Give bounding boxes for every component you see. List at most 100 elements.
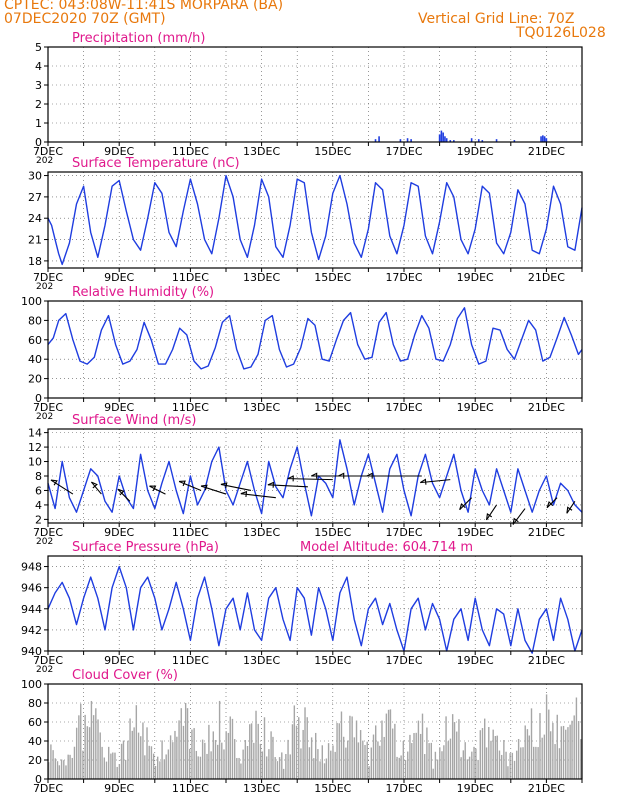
cloud-bar bbox=[330, 750, 332, 779]
cloud-bar bbox=[120, 743, 123, 779]
cloud-bar bbox=[548, 709, 550, 779]
cloud-bar bbox=[317, 749, 319, 779]
cloud-bar bbox=[189, 748, 191, 779]
cloud-bar bbox=[379, 745, 381, 779]
rh-ytick-label: 40 bbox=[28, 353, 42, 366]
cloud-bar bbox=[306, 717, 308, 779]
cloud-bar bbox=[366, 741, 368, 779]
wind-vector-head bbox=[338, 472, 345, 479]
cloud-bar bbox=[421, 713, 424, 779]
wind-ytick-label: 2 bbox=[35, 513, 42, 526]
temp-xtick-label: 21DEC bbox=[528, 271, 565, 284]
cloud-bar bbox=[462, 750, 465, 779]
cloud-bar bbox=[558, 748, 561, 779]
cloud-bar bbox=[517, 738, 520, 779]
cloud-bar bbox=[332, 745, 334, 779]
rh-xtick-label: 21DEC bbox=[528, 401, 565, 414]
temp-panel: Surface Temperature (nC) 18 21 24 27 30 7DEC 9D… bbox=[28, 156, 583, 292]
rh-title: Relative Humidity (%) bbox=[72, 285, 214, 300]
cloud-bar bbox=[484, 718, 486, 779]
cloud-bar bbox=[52, 750, 54, 779]
wind-vector bbox=[512, 508, 526, 525]
cloud-bar bbox=[84, 714, 86, 779]
cloud-bar bbox=[432, 768, 434, 779]
cloud-bar bbox=[387, 709, 390, 779]
cloud-bar bbox=[319, 761, 321, 779]
cloud-bar bbox=[500, 754, 503, 779]
wind-ytick-label: 10 bbox=[28, 456, 42, 469]
cloud-bar bbox=[300, 748, 302, 779]
cloud-bar bbox=[524, 725, 526, 779]
cloud-bar bbox=[246, 745, 249, 779]
cloud-bar bbox=[191, 729, 193, 779]
wind-vector-head bbox=[419, 478, 427, 485]
wind-vector-head bbox=[200, 484, 208, 491]
cloud-bar bbox=[101, 746, 103, 779]
cloud-bar bbox=[150, 746, 153, 779]
press-xtick-label: 21DEC bbox=[528, 654, 565, 667]
cloud-bar bbox=[167, 749, 170, 779]
cloud-bar bbox=[409, 734, 411, 779]
cloud-bar bbox=[475, 748, 477, 779]
wind-vector bbox=[90, 481, 102, 495]
cloud-bar bbox=[496, 735, 498, 779]
cloud-bar bbox=[169, 735, 172, 779]
cloud-bar bbox=[54, 758, 56, 779]
cloud-ytick-label: 40 bbox=[28, 735, 42, 748]
cloud-bar bbox=[492, 729, 494, 779]
cloud-bar bbox=[407, 751, 409, 779]
cloud-bar bbox=[456, 731, 458, 779]
cloud-bar bbox=[154, 766, 157, 779]
cloud-bar bbox=[255, 710, 257, 779]
cloud-bar bbox=[485, 747, 488, 779]
cloud-bar bbox=[92, 715, 95, 779]
cloud-bar bbox=[321, 745, 323, 779]
wind-vector bbox=[486, 504, 498, 521]
cloud-bar bbox=[533, 746, 535, 779]
cloud-bar bbox=[122, 740, 125, 779]
precip-bar bbox=[444, 136, 446, 142]
cloud-bar bbox=[353, 737, 356, 779]
temp-xtick-label: 17DEC bbox=[385, 271, 422, 284]
cloud-bar bbox=[494, 735, 497, 779]
cloud-bar bbox=[535, 746, 537, 779]
cloud-bar bbox=[159, 761, 161, 779]
wind-xtick-label: 21DEC bbox=[528, 526, 565, 539]
precip-panel: Precipitation (mm/h) 0 1 2 3 4 5 7DEC 9DEC 11DEC 1… bbox=[33, 31, 583, 166]
cloud-bar bbox=[176, 736, 178, 779]
cloud-bar bbox=[80, 703, 82, 779]
precip-bar bbox=[374, 139, 377, 142]
cloud-bar bbox=[336, 722, 338, 779]
wind-xtick-label: 7DEC bbox=[33, 526, 63, 539]
temp-ytick-label: 24 bbox=[28, 212, 42, 225]
precip-bar bbox=[440, 130, 443, 142]
cloud-bar bbox=[206, 753, 208, 779]
cloud-bar bbox=[464, 742, 466, 779]
cloud-bar bbox=[490, 740, 492, 779]
wind-vector-head bbox=[546, 501, 554, 508]
cloud-bar bbox=[276, 761, 279, 779]
rh-xtick-label: 13DEC bbox=[243, 401, 280, 414]
cloud-bar bbox=[458, 719, 460, 779]
rh-ytick-label: 20 bbox=[28, 373, 42, 386]
precip-xtick-label: 11DEC bbox=[172, 145, 209, 158]
wind-vector-head bbox=[287, 475, 294, 482]
cloud-bar bbox=[573, 715, 575, 779]
cloud-bar bbox=[402, 740, 405, 779]
cloud-bar bbox=[99, 732, 101, 779]
cloud-bar bbox=[135, 705, 138, 779]
run-datetime: 07DEC2020 70Z (GMT) bbox=[4, 11, 166, 27]
temp-title: Surface Temperature (nC) bbox=[72, 156, 240, 171]
cloud-bar bbox=[381, 720, 383, 779]
cloud-bar bbox=[315, 732, 317, 779]
cloud-bar bbox=[396, 756, 398, 779]
cloud-bar bbox=[295, 725, 298, 779]
cloud-bar bbox=[148, 745, 150, 779]
cloud-ytick-label: 0 bbox=[35, 773, 42, 786]
rh-xtick-label: 15DEC bbox=[314, 401, 351, 414]
cloud-bar bbox=[250, 723, 253, 779]
cloud-bar bbox=[466, 759, 469, 779]
cloud-bar bbox=[530, 708, 533, 779]
cloud-bar bbox=[281, 752, 283, 779]
